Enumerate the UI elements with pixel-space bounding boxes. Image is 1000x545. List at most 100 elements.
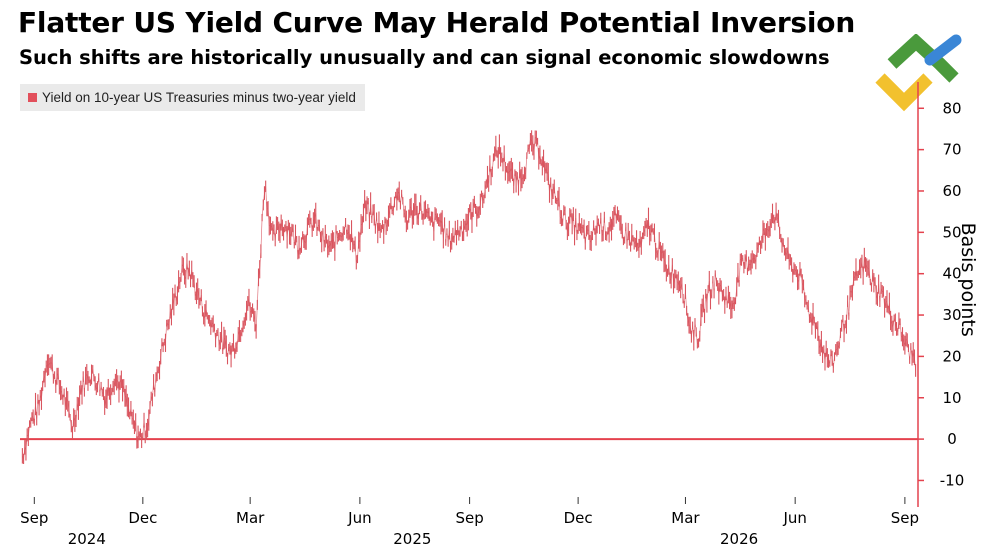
series-line <box>457 227 460 236</box>
series-line <box>618 215 621 223</box>
series-line <box>472 201 475 209</box>
series-line <box>905 338 908 341</box>
series-line <box>462 229 464 237</box>
series-line <box>726 294 729 305</box>
series-line <box>514 172 517 182</box>
series-line <box>433 213 436 232</box>
series-line <box>349 231 352 243</box>
series-line <box>693 322 696 341</box>
series-line <box>341 233 344 238</box>
series-line <box>852 278 854 293</box>
series-line <box>301 235 303 246</box>
series-line <box>99 385 102 393</box>
series-line <box>255 304 258 332</box>
series-line <box>558 196 561 218</box>
series-line <box>384 219 387 227</box>
series-line <box>369 203 371 221</box>
series-line <box>245 310 247 320</box>
series-line <box>874 281 877 296</box>
series-line <box>154 377 157 393</box>
series-line <box>816 325 819 332</box>
series-line <box>673 278 676 284</box>
series-line <box>567 226 569 232</box>
y-tick-label: 40 <box>942 265 961 283</box>
series-line <box>434 213 437 216</box>
series-line <box>798 268 801 282</box>
series-line <box>318 225 321 238</box>
series-line <box>829 352 832 364</box>
series-line <box>564 210 567 225</box>
series-line <box>868 268 871 283</box>
series-line <box>106 387 109 399</box>
series-line <box>731 302 734 310</box>
series-line <box>259 251 262 270</box>
series-line <box>601 233 604 236</box>
series-line <box>485 176 488 185</box>
series-line <box>725 293 728 305</box>
series-line <box>334 229 337 252</box>
series-line <box>326 238 329 249</box>
series-line <box>303 240 306 243</box>
series-line <box>575 217 578 236</box>
series-line <box>335 229 338 238</box>
series-line <box>171 298 173 318</box>
series-line <box>511 168 513 172</box>
series-line <box>54 375 57 387</box>
series-line <box>365 205 368 211</box>
y-tick-label: 70 <box>942 141 961 159</box>
series-line <box>152 381 154 400</box>
series-line <box>60 390 63 394</box>
series-line <box>439 220 442 224</box>
series-line <box>73 417 76 422</box>
series-line <box>479 193 482 205</box>
series-line <box>863 258 866 265</box>
series-line <box>910 346 913 359</box>
series-line <box>842 318 845 334</box>
series-line <box>615 213 618 219</box>
series-line <box>428 214 431 221</box>
series-line <box>162 342 165 348</box>
series-line <box>717 285 720 294</box>
series-line <box>322 231 325 246</box>
x-tick-label: Mar <box>671 509 700 527</box>
series-line <box>117 381 120 393</box>
x-tick-label: Dec <box>564 509 593 527</box>
series-line <box>649 232 652 236</box>
series-line <box>396 193 399 200</box>
series-line <box>329 242 332 247</box>
series-line <box>791 264 794 276</box>
series-line <box>743 261 746 268</box>
series-line <box>131 417 134 420</box>
series-line <box>716 281 718 286</box>
series-line <box>142 420 145 436</box>
series-line <box>745 255 748 272</box>
series-line <box>234 348 237 354</box>
series-line <box>92 369 95 378</box>
series-line <box>854 269 857 277</box>
series-line <box>880 287 883 292</box>
series-line <box>408 208 411 217</box>
series-line <box>807 306 810 319</box>
series-line <box>488 163 491 184</box>
series-line <box>146 427 148 432</box>
series-line <box>825 348 828 358</box>
series-line <box>361 213 364 225</box>
series-line <box>524 173 526 175</box>
series-line <box>69 417 72 427</box>
series-line <box>307 219 309 227</box>
series-line <box>371 209 374 220</box>
series-line <box>118 382 121 393</box>
chart-title: Flatter US Yield Curve May Herald Potent… <box>18 6 856 39</box>
series-line <box>282 227 284 234</box>
series-line <box>692 325 695 341</box>
series-line <box>96 386 98 390</box>
series-line <box>165 323 168 343</box>
series-line <box>759 240 761 248</box>
series-line <box>51 362 54 379</box>
series-line <box>166 322 169 326</box>
series-line <box>330 239 333 243</box>
series-line <box>720 286 723 296</box>
series-line <box>782 242 785 251</box>
series-line <box>627 231 630 239</box>
series-line <box>410 206 413 220</box>
